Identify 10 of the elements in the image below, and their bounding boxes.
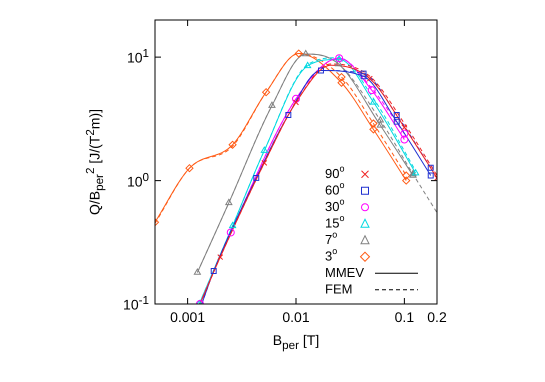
y-tick-label: 10$^{0}$ [126, 170, 149, 190]
x-axis-title: B$_{per}$ [T] [272, 332, 320, 352]
x-tick-label: 0.001 [169, 309, 206, 325]
legend-label: MMEV [325, 264, 364, 280]
x-tick-label: 0.1 [394, 309, 414, 325]
legend-label: FEM [325, 281, 352, 296]
x-tick-label: 0.01 [281, 309, 311, 325]
y-tick-label: 10$^{1}$ [126, 47, 149, 66]
x-tick-label: 0.2 [427, 309, 447, 325]
y-tick-label: 10$^{-1}$ [123, 294, 149, 313]
